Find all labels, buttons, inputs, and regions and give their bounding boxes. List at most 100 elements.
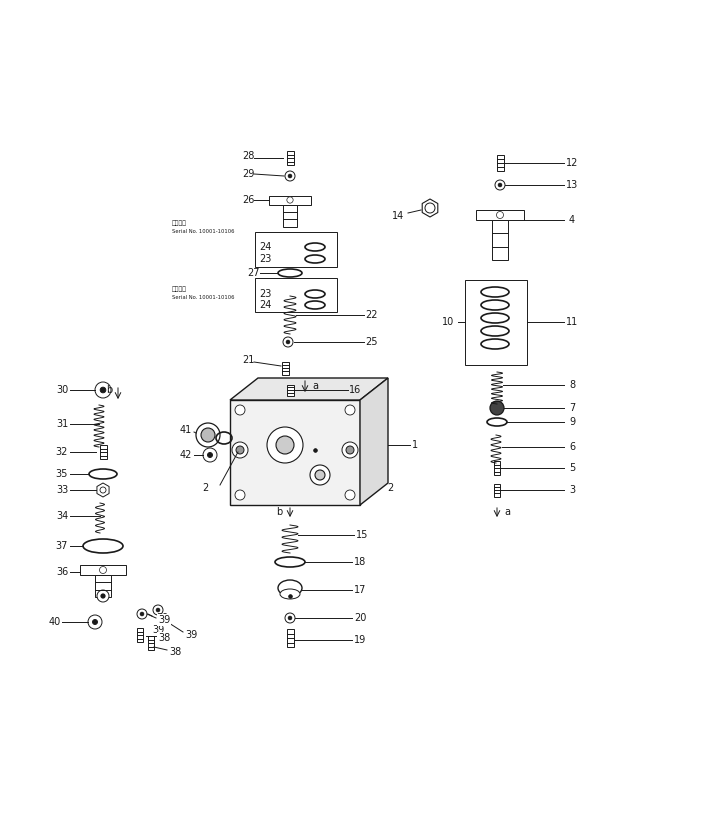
Circle shape	[137, 609, 147, 619]
Text: 4: 4	[569, 215, 575, 225]
Circle shape	[288, 175, 292, 178]
Ellipse shape	[278, 580, 302, 596]
Text: 41: 41	[180, 425, 192, 435]
Text: 22: 22	[366, 310, 379, 320]
Text: 23: 23	[259, 254, 271, 264]
Text: 2: 2	[202, 483, 208, 493]
Circle shape	[100, 487, 106, 493]
Text: 28: 28	[242, 151, 254, 161]
Circle shape	[196, 423, 220, 447]
Text: 37: 37	[56, 541, 68, 551]
Text: 35: 35	[56, 469, 68, 479]
Circle shape	[93, 619, 97, 624]
Text: 15: 15	[356, 530, 368, 540]
Text: Serial No. 10001-10106: Serial No. 10001-10106	[172, 229, 235, 234]
Bar	[255, 232, 337, 267]
Bar	[494, 484, 500, 496]
Text: 18: 18	[354, 557, 366, 567]
Circle shape	[95, 382, 111, 398]
Circle shape	[498, 184, 502, 187]
Text: 26: 26	[242, 195, 254, 205]
Bar	[496, 155, 503, 171]
Text: 38: 38	[158, 633, 170, 643]
Circle shape	[236, 446, 244, 454]
Text: b: b	[106, 385, 112, 395]
Circle shape	[232, 442, 248, 458]
Circle shape	[285, 171, 295, 181]
Bar	[476, 210, 524, 220]
Text: 16: 16	[349, 385, 361, 395]
Bar	[95, 575, 111, 597]
Circle shape	[315, 470, 325, 480]
Bar	[287, 151, 294, 165]
Text: 通用号码: 通用号码	[172, 220, 187, 226]
Text: 19: 19	[354, 635, 366, 645]
Bar	[287, 629, 294, 647]
Text: 30: 30	[56, 385, 68, 395]
Text: 29: 29	[242, 169, 254, 179]
Circle shape	[286, 340, 290, 344]
Bar	[492, 220, 508, 260]
Polygon shape	[230, 378, 388, 400]
Circle shape	[140, 612, 144, 616]
Circle shape	[425, 203, 435, 213]
Text: 24: 24	[259, 300, 271, 310]
Text: 39: 39	[156, 613, 168, 623]
Text: 27: 27	[247, 268, 259, 278]
Circle shape	[203, 448, 217, 462]
Circle shape	[235, 490, 245, 500]
Text: 31: 31	[56, 419, 68, 429]
Circle shape	[156, 608, 160, 612]
Circle shape	[100, 566, 107, 574]
Bar	[282, 361, 289, 375]
Circle shape	[285, 613, 295, 623]
Text: 10: 10	[442, 317, 454, 327]
Text: 通用号码: 通用号码	[172, 286, 187, 292]
Bar	[148, 636, 154, 650]
Circle shape	[283, 337, 293, 347]
Text: 9: 9	[569, 417, 575, 427]
Circle shape	[495, 180, 505, 190]
Circle shape	[101, 594, 105, 598]
Text: 13: 13	[566, 180, 578, 190]
Bar	[494, 461, 500, 475]
Bar	[80, 565, 126, 575]
Text: 24: 24	[259, 242, 271, 252]
Circle shape	[153, 605, 163, 615]
Text: 7: 7	[569, 403, 575, 413]
Circle shape	[287, 197, 293, 203]
Circle shape	[97, 590, 109, 602]
Text: a: a	[312, 381, 318, 391]
Text: 36: 36	[56, 567, 68, 577]
Text: 11: 11	[566, 317, 578, 327]
Text: 39: 39	[152, 625, 164, 635]
Circle shape	[342, 442, 358, 458]
Text: 8: 8	[569, 380, 575, 390]
Bar	[230, 400, 360, 505]
Text: 34: 34	[56, 511, 68, 521]
Text: 32: 32	[56, 447, 68, 457]
Text: 42: 42	[180, 450, 192, 460]
Circle shape	[235, 405, 245, 415]
Text: 1: 1	[412, 440, 418, 450]
Circle shape	[288, 616, 292, 619]
Text: 25: 25	[366, 337, 379, 347]
Text: 20: 20	[354, 613, 366, 623]
Circle shape	[201, 428, 215, 442]
Text: 2: 2	[387, 483, 393, 493]
Text: 39: 39	[158, 615, 170, 625]
Text: 38: 38	[169, 647, 181, 657]
Circle shape	[345, 405, 355, 415]
Text: 40: 40	[49, 617, 61, 627]
Ellipse shape	[280, 589, 300, 599]
Bar	[287, 384, 294, 396]
Circle shape	[276, 436, 294, 454]
Circle shape	[345, 490, 355, 500]
Circle shape	[490, 401, 504, 415]
Circle shape	[310, 465, 330, 485]
Bar	[465, 280, 527, 365]
Bar	[137, 628, 143, 642]
Text: 23: 23	[259, 289, 271, 299]
Circle shape	[496, 211, 503, 219]
Bar	[100, 445, 107, 459]
